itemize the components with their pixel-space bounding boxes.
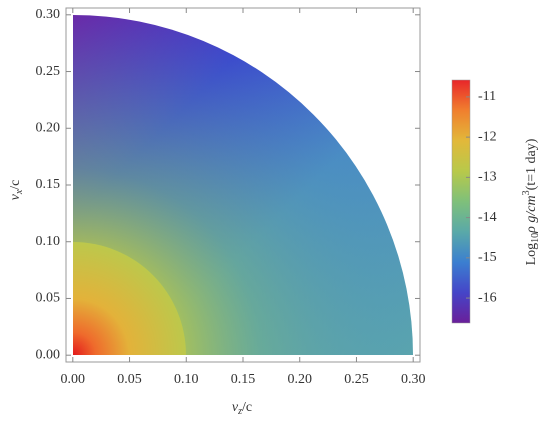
x-tick-label: 0.10: [174, 372, 199, 387]
x-tick-label: 0.20: [287, 372, 312, 387]
y-label-sub: x: [14, 189, 25, 195]
x-label-var: v: [232, 400, 239, 415]
y-axis-label: vx/c: [8, 180, 25, 201]
cbar-label-sub: 10: [530, 233, 541, 243]
colorbar-tick-label: -13: [478, 170, 497, 185]
x-tick-label: 0.05: [117, 372, 142, 387]
x-tick-label: 0.25: [344, 372, 369, 387]
y-tick-label: 0.05: [36, 291, 61, 306]
cbar-label-part: Log: [524, 243, 539, 266]
x-tick-label: 0.30: [401, 372, 426, 387]
colorbar-tick-label: -16: [478, 290, 497, 305]
y-tick-label: 0.10: [36, 234, 61, 249]
x-label-rest: /c: [242, 400, 252, 415]
colorbar-tick-label: -12: [478, 129, 497, 144]
cbar-label-part: ρ g/cm: [524, 195, 539, 233]
density-field: [73, 15, 413, 355]
x-tick-label: 0.15: [231, 372, 256, 387]
colorbar-tick-label: -11: [478, 89, 496, 104]
y-tick-label: 0.00: [36, 347, 61, 362]
cbar-label-sup: 3: [521, 190, 532, 195]
y-label-rest: /c: [8, 180, 23, 190]
colorbar: [451, 79, 471, 324]
colorbar-tick-label: -15: [478, 250, 497, 265]
x-axis-label: vz/c: [232, 400, 252, 417]
y-label-var: v: [8, 193, 23, 200]
colorbar-label: Log10ρ g/cm3(t=1 day): [521, 138, 541, 265]
colorbar-tick-label: -14: [478, 210, 497, 225]
y-tick-label: 0.30: [36, 7, 61, 22]
x-label-sub: z: [237, 406, 242, 417]
y-tick-label: 0.25: [36, 64, 61, 79]
cbar-label-part: (t=1 day): [524, 138, 539, 190]
y-tick-label: 0.20: [36, 120, 61, 135]
y-tick-label: 0.15: [36, 177, 61, 192]
x-tick-label: 0.00: [61, 372, 86, 387]
